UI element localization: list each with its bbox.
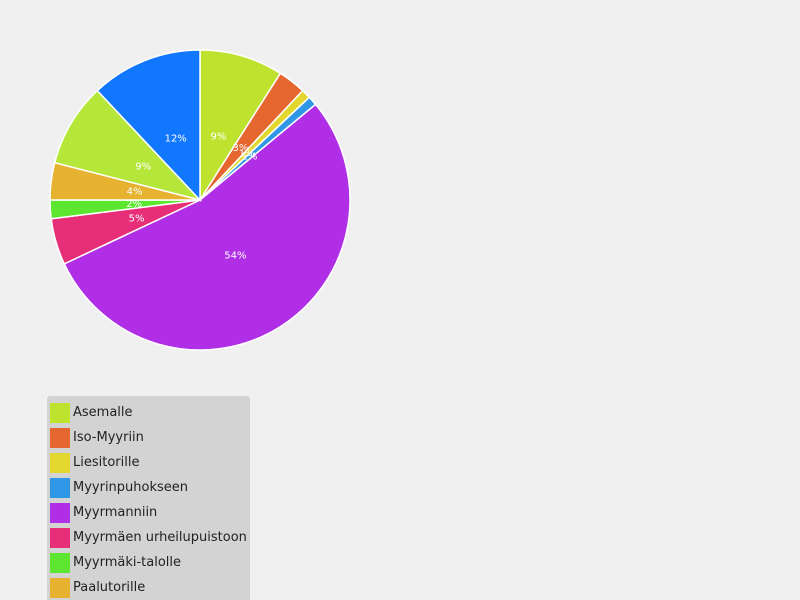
legend-label: Myyrmäen urheilupuistoon [73,530,247,545]
legend-item[interactable]: Paalutorille [47,575,250,600]
slice-percent-label-5: 5% [129,213,145,224]
legend-label: Iso-Myyriin [73,430,144,445]
legend-label: Liesitorille [73,455,140,470]
legend-label: Myyrmäki-talolle [73,555,182,570]
slice-percent-label-7: 4% [127,187,143,198]
slice-percent-label-6: 2% [126,199,142,210]
legend-item[interactable]: Myyrmanniin [47,500,250,525]
slice-percent-label-4: 54% [224,251,246,262]
slice-percent-label-9: 12% [165,134,187,145]
pie-slice-0[interactable] [199,49,282,203]
slice-percent-label-2: 1% [239,148,255,159]
legend-swatch [50,552,70,573]
legend-swatch [50,477,70,498]
slice-percent-label-1: 3% [233,143,249,154]
legend-swatch [50,502,70,523]
slice-percent-label-0: 9% [210,132,226,143]
pie-slice-8[interactable] [53,89,203,202]
legend-swatch [50,577,70,598]
pie-slice-4[interactable] [63,103,351,351]
legend-item[interactable]: Asemalle [47,400,250,425]
legend-item[interactable]: Myyrinpuhokseen [47,475,250,500]
legend-swatch [50,452,70,473]
legend-label: Asemalle [73,405,133,420]
legend-swatch [50,427,70,448]
legend-item[interactable]: Myyrmäki-talolle [47,550,250,575]
legend-label: Paalutorille [73,580,146,595]
legend-label: Myyrmanniin [73,505,158,520]
legend: Asemalle Iso-Myyriin Liesitorille Myyrinpuh… [47,396,250,600]
legend-label: Myyrinpuhokseen [73,480,189,495]
legend-swatch [50,527,70,548]
legend-item[interactable]: Myyrmäen urheilupuistoon [47,525,250,550]
pie-chart: 9%3%1%1%54%5%2%4%9%12% [49,49,351,351]
legend-swatch [50,402,70,423]
slice-percent-label-8: 9% [135,161,151,172]
legend-item[interactable]: Liesitorille [47,450,250,475]
pie-slice-9[interactable] [96,49,201,202]
slice-percent-label-3: 1% [242,151,258,162]
legend-item[interactable]: Iso-Myyriin [47,425,250,450]
